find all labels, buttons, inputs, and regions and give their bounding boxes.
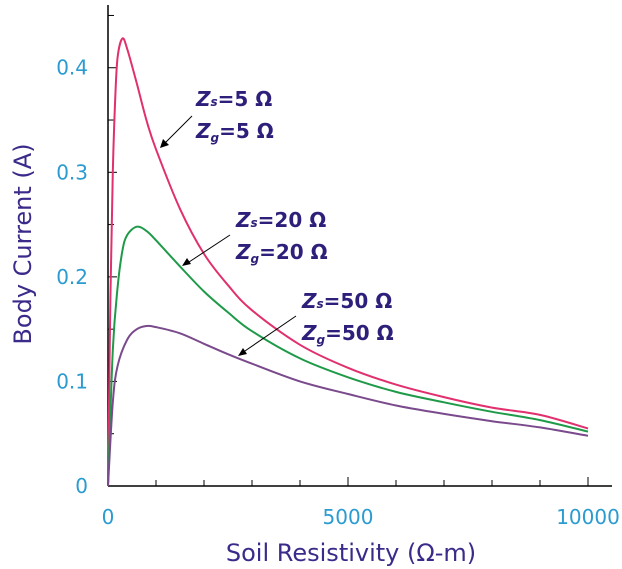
annotation-20-ohm-arrow (185, 234, 231, 265)
y-axis-ticks: 0 0.1 0.2 0.3 0.4 (56, 14, 117, 498)
y-tick-label: 0.2 (56, 265, 88, 289)
x-tick-label: 5000 (323, 505, 374, 529)
x-tick-label: 10000 (556, 505, 620, 529)
series-line-2 (107, 324, 589, 487)
y-tick-label: 0.3 (56, 160, 88, 184)
series-line-1 (107, 225, 589, 487)
series-line-0 (107, 37, 589, 487)
annotation-50-ohm: Zs=50 Ω Zg=50 Ω (238, 289, 394, 356)
x-axis-title: Soil Resistivity (Ω-m) (226, 539, 476, 567)
annotation-50-ohm-zs: Zs=50 Ω (301, 289, 392, 313)
annotation-20-ohm-arrowhead (182, 258, 191, 266)
annotation-5-ohm-zg: Zg=5 Ω (195, 119, 274, 145)
annotation-50-ohm-arrow (241, 315, 297, 354)
y-tick-label: 0.1 (56, 369, 88, 393)
annotation-5-ohm-arrow (162, 115, 193, 146)
annotation-5-ohm: Zs=5 Ω Zg=5 Ω (160, 87, 274, 148)
annotation-20-ohm-zs: Zs=20 Ω (235, 208, 326, 232)
x-axis-ticks: 0 5000 10000 (102, 477, 620, 529)
y-tick-label: 0 (75, 474, 88, 498)
annotation-50-ohm-arrowhead (238, 348, 247, 356)
annotation-5-ohm-zs: Zs=5 Ω (195, 87, 272, 111)
series-curves (107, 37, 589, 487)
x-tick-label: 0 (102, 505, 115, 529)
y-tick-label: 0.4 (56, 56, 88, 80)
annotation-5-ohm-arrowhead (160, 139, 169, 148)
annotation-20-ohm-zg: Zg=20 Ω (235, 240, 328, 266)
annotation-50-ohm-zg: Zg=50 Ω (301, 321, 394, 347)
annotation-20-ohm: Zs=20 Ω Zg=20 Ω (182, 208, 328, 266)
y-axis-title: Body Current (A) (9, 143, 37, 344)
